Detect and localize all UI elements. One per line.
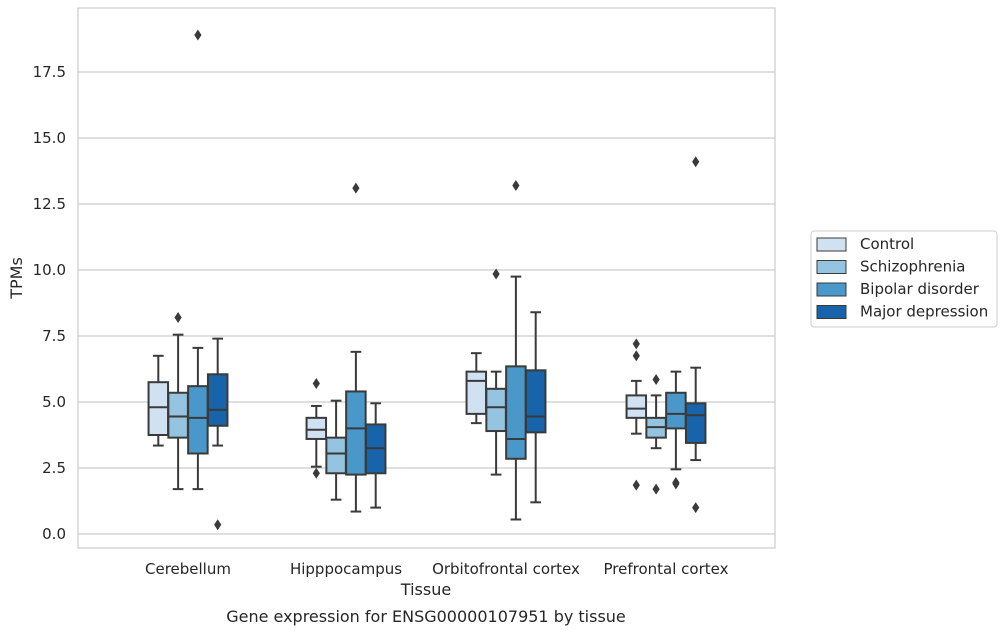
legend-swatch: [816, 305, 847, 319]
x-tick-label: Orbitofrontal cortex: [432, 560, 580, 578]
box-control: [305, 378, 328, 479]
box-bipolar-disorder: [505, 180, 527, 521]
box-schizophrenia: [325, 399, 347, 501]
x-tick-labels: Cerebellum Hipppocampus Orbitofrontal cort…: [145, 560, 729, 578]
x-tick-label: Cerebellum: [145, 560, 231, 578]
box-iqr: [305, 416, 328, 440]
y-tick-label: 15.0: [33, 129, 66, 147]
box-bipolar-disorder: [345, 182, 367, 513]
outlier-point: [194, 29, 202, 41]
legend-swatch: [816, 237, 847, 252]
legend-label: Control: [860, 235, 914, 253]
outlier-point: [632, 338, 640, 350]
box-iqr: [524, 369, 547, 434]
outlier-point: [692, 502, 700, 514]
y-tick-label: 10.0: [33, 261, 66, 279]
outlier-point: [352, 182, 360, 194]
outlier-point: [214, 519, 222, 531]
y-tick-label: 5.0: [42, 393, 66, 411]
y-tick-label: 17.5: [33, 63, 66, 81]
box-major-depression: [684, 156, 707, 514]
y-axis-label: TPMs: [7, 257, 26, 300]
box-major-depression: [364, 402, 387, 509]
chart-title: Gene expression for ENSG00000107951 by t…: [226, 607, 626, 626]
box-schizophrenia: [167, 312, 189, 491]
box-iqr: [665, 391, 687, 430]
y-tick-labels: 0.0 2.5 5.0 7.5 10.0 12.5 15.0 17.5: [33, 63, 66, 543]
box-bipolar-disorder: [187, 29, 209, 491]
outlier-point: [312, 378, 320, 390]
outlier-point: [312, 467, 320, 479]
y-tick-label: 12.5: [33, 195, 66, 213]
box-iqr: [187, 385, 209, 455]
legend-label: Bipolar disorder: [860, 280, 980, 298]
legend-label: Major depression: [860, 303, 988, 321]
box-iqr: [325, 436, 347, 475]
box-iqr: [684, 402, 707, 444]
box-major-depression: [206, 337, 229, 531]
box-iqr: [147, 381, 170, 437]
outlier-point: [652, 374, 660, 386]
outlier-point: [632, 479, 640, 491]
outlier-point: [512, 180, 520, 192]
box-control: [147, 354, 170, 447]
outlier-point: [492, 268, 500, 280]
legend-swatch: [816, 260, 847, 274]
box-iqr: [206, 373, 229, 427]
box-iqr: [625, 394, 648, 419]
box-iqr: [345, 390, 367, 476]
box-schizophrenia: [485, 268, 507, 476]
x-tick-label: Hipppocampus: [290, 560, 402, 578]
plot-frame: [77, 7, 776, 549]
outlier-point: [652, 483, 660, 495]
outlier-point: [174, 312, 182, 324]
outlier-point: [632, 350, 640, 362]
legend-frame: [810, 230, 998, 328]
box-major-depression: [524, 311, 547, 504]
box-control: [465, 352, 488, 425]
legend-swatch: [816, 282, 847, 297]
box-iqr: [465, 370, 488, 415]
x-tick-label: Prefrontal cortex: [604, 560, 729, 578]
outlier-point: [692, 156, 700, 168]
box-iqr: [167, 391, 189, 439]
y-tick-label: 0.0: [42, 525, 66, 543]
outlier-point: [672, 478, 680, 490]
legend-label: Schizophrenia: [860, 258, 965, 276]
y-tick-label: 2.5: [42, 459, 66, 477]
legend: Control Schizophrenia Bipolar disorder Majo…: [810, 230, 998, 328]
box-control: [625, 338, 648, 491]
boxes: [147, 29, 707, 531]
box-schizophrenia: [645, 374, 667, 495]
box-iqr: [485, 387, 507, 433]
box-iqr: [505, 365, 527, 460]
y-tick-label: 7.5: [42, 327, 66, 345]
x-axis-label: Tissue: [400, 580, 451, 599]
box-bipolar-disorder: [665, 370, 687, 490]
gridlines: [78, 71, 775, 535]
